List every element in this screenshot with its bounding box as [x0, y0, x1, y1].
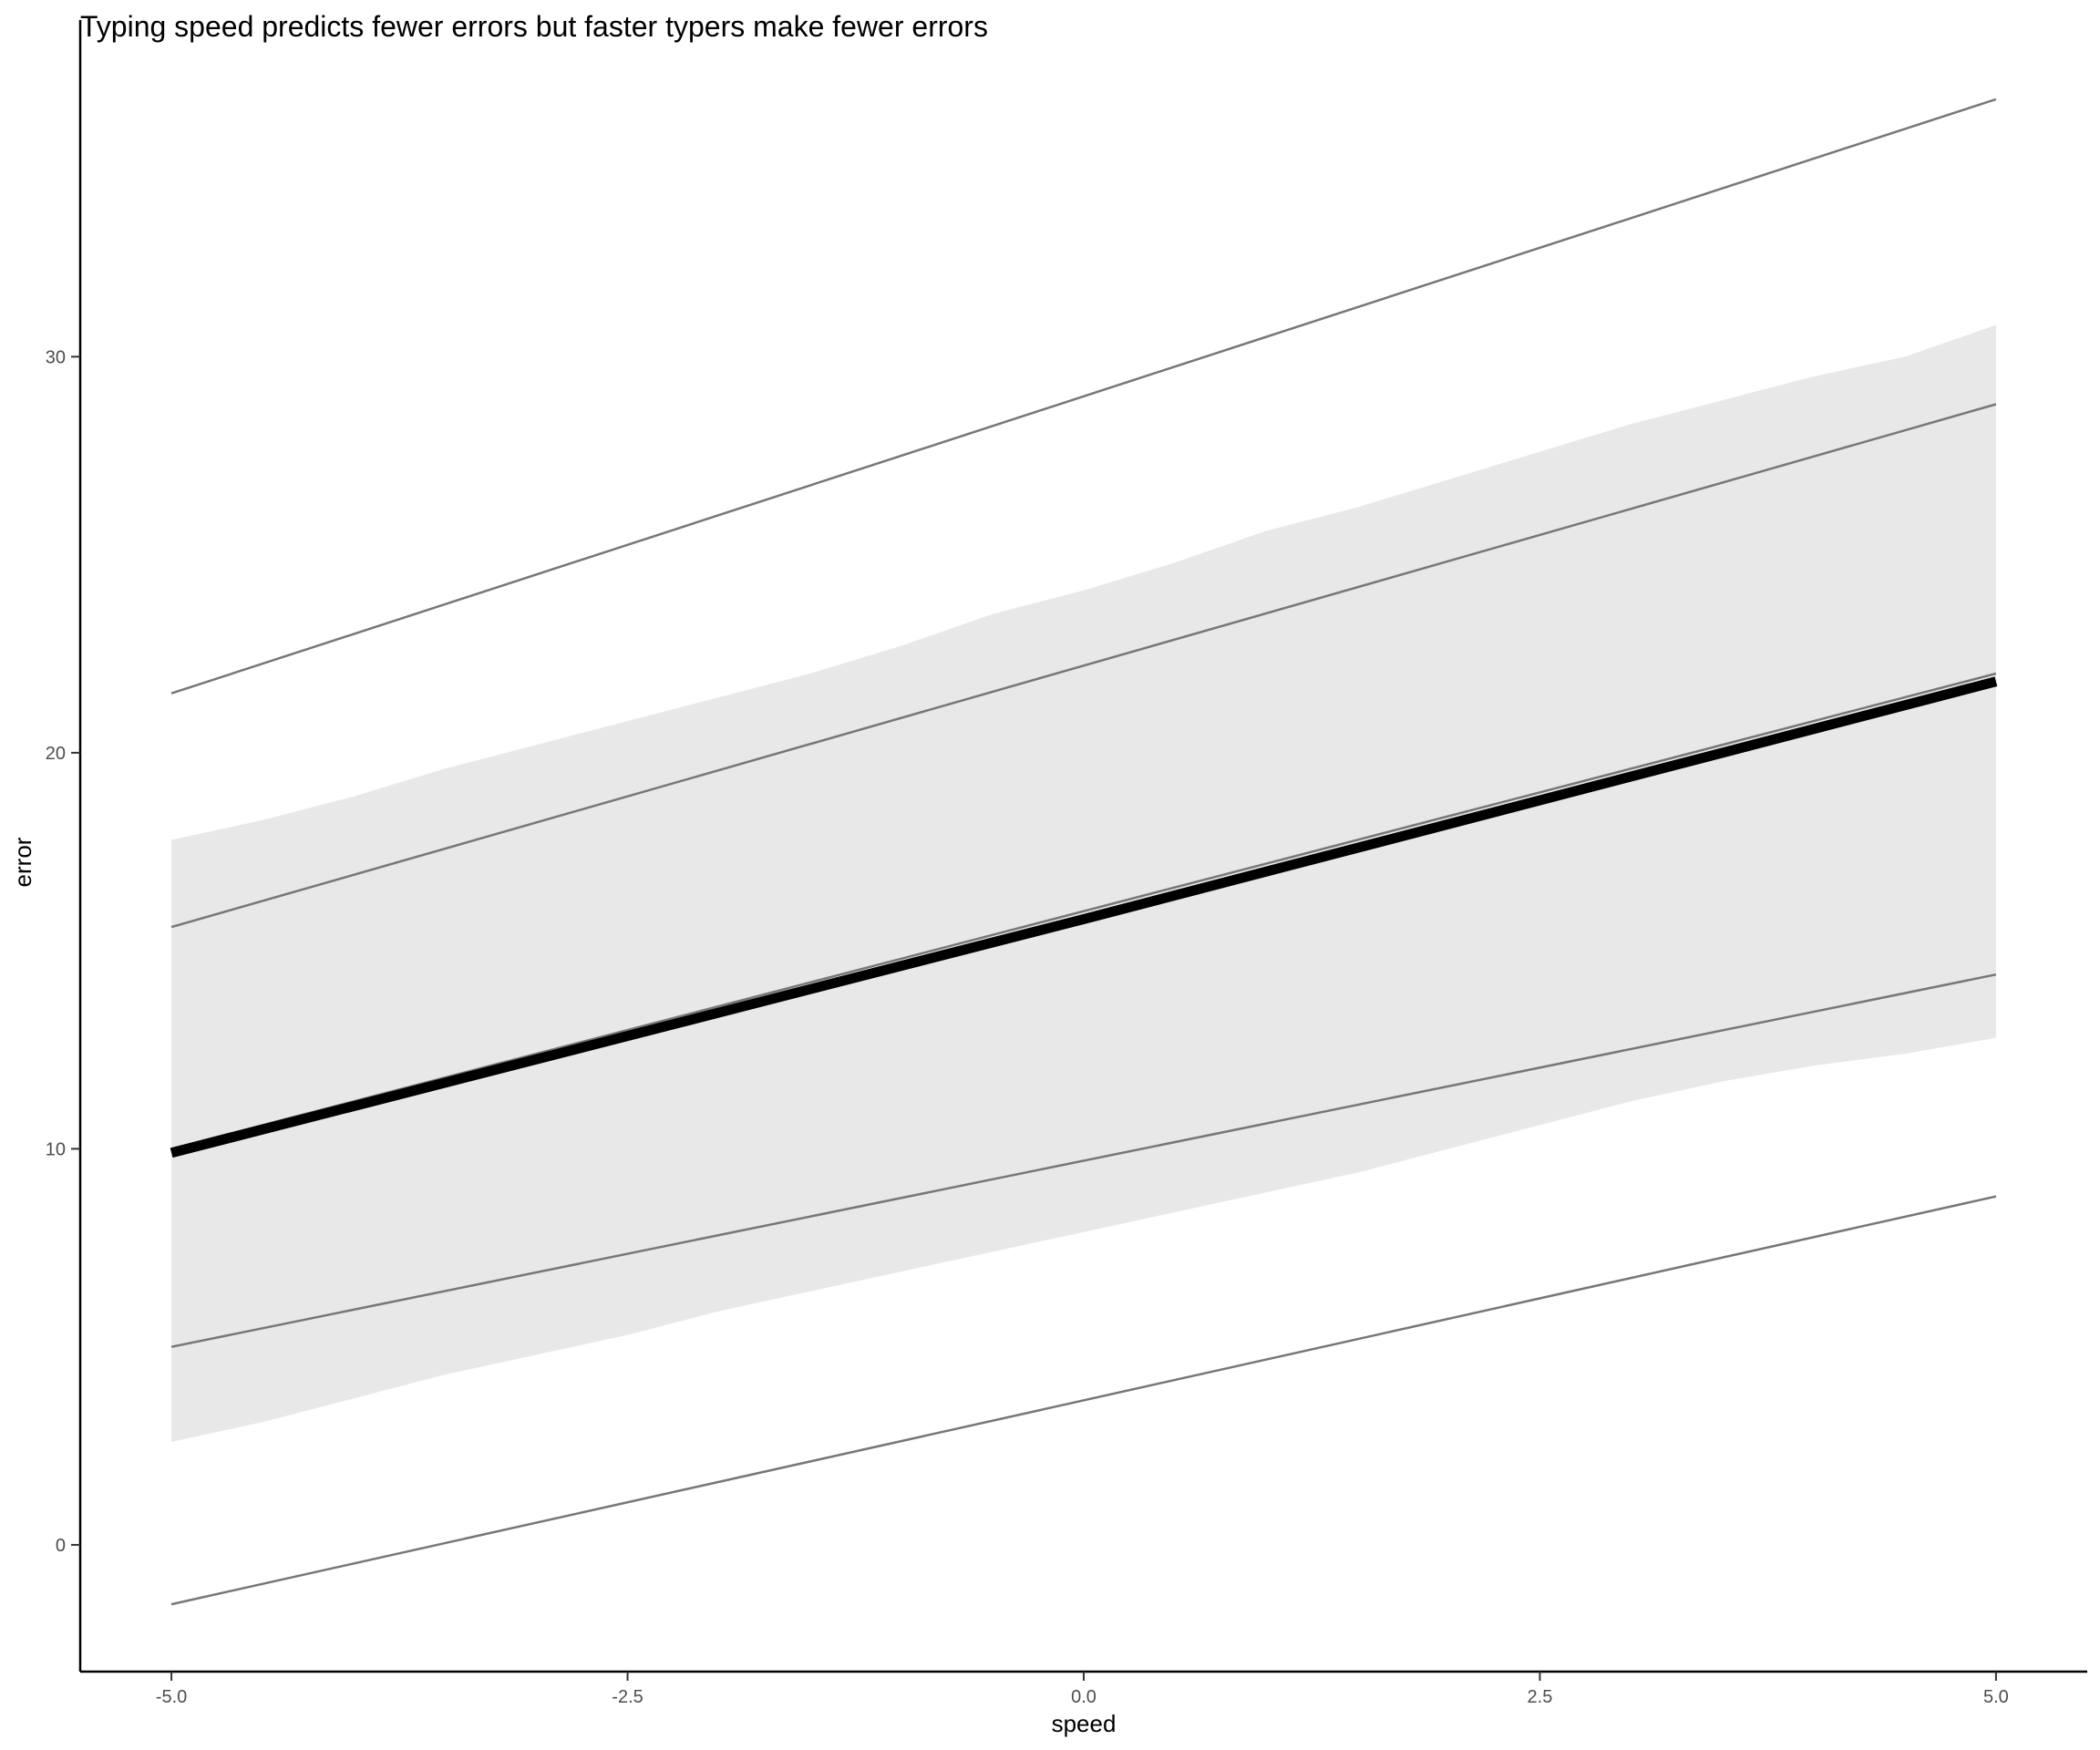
line-1 [170, 98, 1997, 695]
line-2 [170, 403, 1997, 929]
y-tick-label: 20 [46, 744, 66, 764]
fit-line [170, 676, 1998, 1158]
y-axis-ticks: 0 10 20 30 [46, 347, 80, 1556]
x-tick-label: -5.0 [156, 1687, 187, 1707]
x-tick-label: 0.0 [1071, 1687, 1096, 1707]
y-tick-label: 30 [46, 347, 66, 367]
line-3 [170, 672, 1997, 1150]
chart-title: Typing speed predicts fewer errors but f… [80, 10, 988, 43]
plot-area [170, 98, 1998, 1606]
x-tick-label: 2.5 [1528, 1687, 1553, 1707]
x-tick-label: 5.0 [1983, 1687, 2009, 1707]
y-tick-label: 0 [56, 1536, 66, 1556]
x-tick-label: -2.5 [612, 1687, 643, 1707]
x-axis-title: speed [1052, 1710, 1117, 1737]
y-axis-title: error [9, 837, 36, 887]
x-axis-ticks: -5.0 -2.5 0.0 2.5 5.0 [156, 1672, 2009, 1707]
line-5 [170, 1195, 1997, 1606]
confidence-band [171, 324, 1996, 1443]
y-tick-label: 10 [46, 1139, 66, 1159]
line-4 [170, 973, 1997, 1348]
